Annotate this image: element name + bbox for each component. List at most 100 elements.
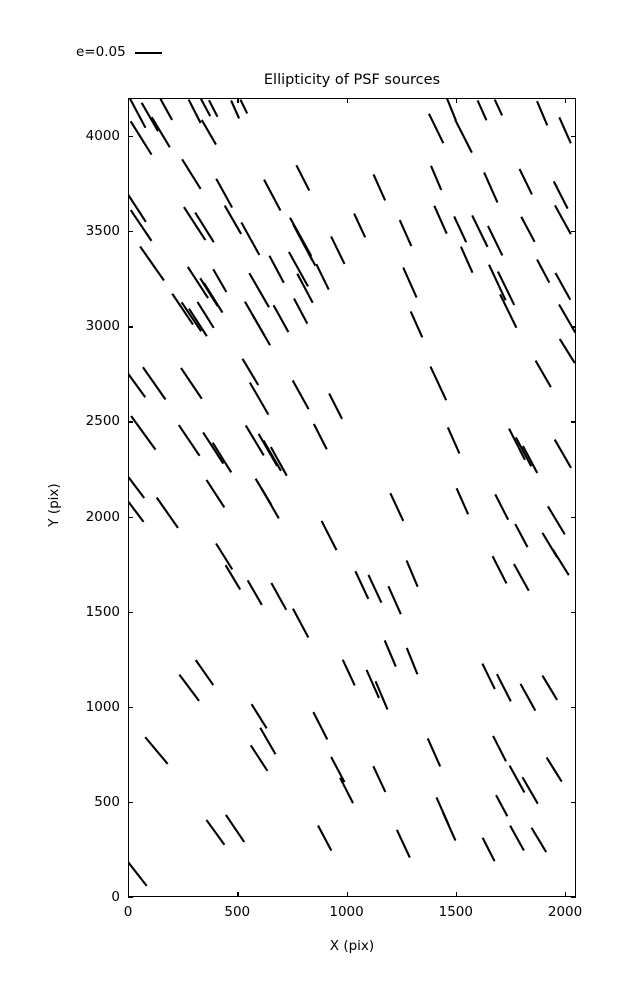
- y-axis-tick-right: [571, 801, 576, 804]
- y-axis-tick-right: [571, 136, 576, 138]
- x-axis-tick: [128, 892, 130, 897]
- x-tick-label: 1000: [329, 904, 364, 920]
- whisker-segment: [481, 837, 496, 862]
- y-axis-tick: [128, 611, 133, 613]
- whisker-segment: [142, 366, 167, 401]
- y-axis-tick-right: [571, 897, 576, 899]
- whisker-segment: [374, 680, 389, 710]
- y-tick-label: 3500: [85, 223, 120, 240]
- whisker-segment: [288, 251, 309, 287]
- whisker-segment: [224, 564, 242, 591]
- whisker-segment: [546, 505, 566, 535]
- y-axis-tick: [128, 136, 133, 138]
- whisker-segment: [353, 213, 367, 238]
- y-axis-tick-right: [571, 326, 576, 328]
- y-tick-label: 0: [111, 889, 120, 905]
- whisker-segment: [177, 424, 201, 457]
- whisker-segment: [483, 172, 499, 203]
- whisker-segment: [541, 675, 558, 701]
- whisker-segment: [317, 824, 333, 852]
- whisker-segment: [558, 338, 576, 364]
- whisker-segment: [365, 669, 380, 699]
- x-axis-tick-top: [565, 98, 567, 103]
- whisker-segment: [183, 206, 207, 241]
- whisker-segment: [215, 178, 234, 208]
- whisker-segment: [240, 222, 261, 256]
- x-axis-tick: [565, 892, 567, 897]
- whisker-segment: [270, 582, 288, 611]
- whisker-segment: [536, 100, 549, 126]
- whisker-segment: [387, 585, 402, 615]
- whisker-segment: [150, 116, 171, 148]
- whisker-segment: [495, 794, 509, 817]
- whisker-segment: [171, 293, 194, 326]
- whisker-segment: [339, 777, 354, 804]
- whisker-segment: [196, 301, 215, 329]
- whisker-segment: [155, 496, 179, 529]
- whisker-segment: [508, 765, 526, 793]
- y-axis-tick-right: [571, 421, 576, 423]
- whisker-segment: [128, 371, 147, 398]
- whisker-segment: [295, 164, 311, 192]
- whisker-segment: [341, 659, 356, 686]
- whisker-segment: [518, 168, 533, 195]
- whisker-segment: [496, 673, 512, 702]
- whisker-segment: [272, 304, 290, 333]
- whisker-segment: [178, 674, 200, 702]
- x-tick-label: 0: [123, 904, 133, 920]
- whisker-segment: [212, 268, 228, 293]
- whisker-segment: [187, 99, 202, 124]
- whisker-segment: [496, 271, 516, 306]
- whisker-segment: [487, 225, 504, 256]
- whisker-segment: [208, 99, 219, 118]
- whisker-segment: [246, 579, 263, 606]
- whisker-segment: [180, 367, 203, 400]
- whisker-segment: [493, 99, 504, 116]
- whisker-segment: [454, 119, 473, 154]
- y-tick-label: 3000: [85, 318, 120, 335]
- y-axis-tick: [128, 231, 133, 233]
- whisker-segment: [514, 436, 533, 467]
- whisker-segment: [536, 259, 551, 284]
- whisker-segment: [442, 812, 457, 842]
- whisker-segment: [395, 829, 411, 859]
- whisker-segment: [491, 555, 508, 584]
- whisker-segment: [202, 431, 225, 465]
- whisker-segment: [558, 303, 576, 334]
- x-axis-tick-top: [346, 98, 348, 103]
- legend-label: e=0.05: [76, 44, 126, 60]
- whisker-segment: [230, 100, 241, 119]
- whisker-segment: [330, 756, 346, 783]
- whisker-segment: [453, 215, 468, 243]
- y-axis-label: Y (pix): [46, 483, 62, 527]
- whisker-segment: [499, 293, 518, 329]
- axes-frame: [128, 98, 576, 897]
- whisker-segment: [509, 825, 525, 851]
- whisker-segment: [476, 99, 488, 121]
- whisker-segment: [354, 570, 370, 600]
- whisker-segment: [291, 379, 310, 410]
- whisker-segment: [260, 487, 280, 519]
- whisker-segment: [293, 298, 309, 325]
- whisker-segment: [492, 735, 507, 762]
- whisker-segment: [181, 158, 202, 190]
- whisker-segment: [513, 563, 530, 592]
- whisker-segment: [241, 358, 260, 386]
- y-tick-label: 2500: [85, 413, 120, 430]
- whisker-segment: [445, 98, 457, 121]
- whisker-segment: [268, 255, 285, 284]
- whisker-segment: [320, 520, 338, 551]
- y-axis-tick: [128, 326, 133, 328]
- whisker-segment: [292, 608, 310, 639]
- whisker-segment: [520, 216, 536, 243]
- y-axis-tick-right: [571, 611, 576, 613]
- whisker-segment: [248, 272, 270, 308]
- y-tick-label: 2000: [85, 508, 120, 525]
- whisker-segment: [128, 192, 147, 223]
- whisker-segment: [250, 703, 268, 729]
- whisker-segment: [186, 266, 209, 299]
- whisker-segment: [188, 308, 208, 337]
- whisker-segment: [398, 219, 413, 247]
- whisker-segment: [554, 204, 572, 235]
